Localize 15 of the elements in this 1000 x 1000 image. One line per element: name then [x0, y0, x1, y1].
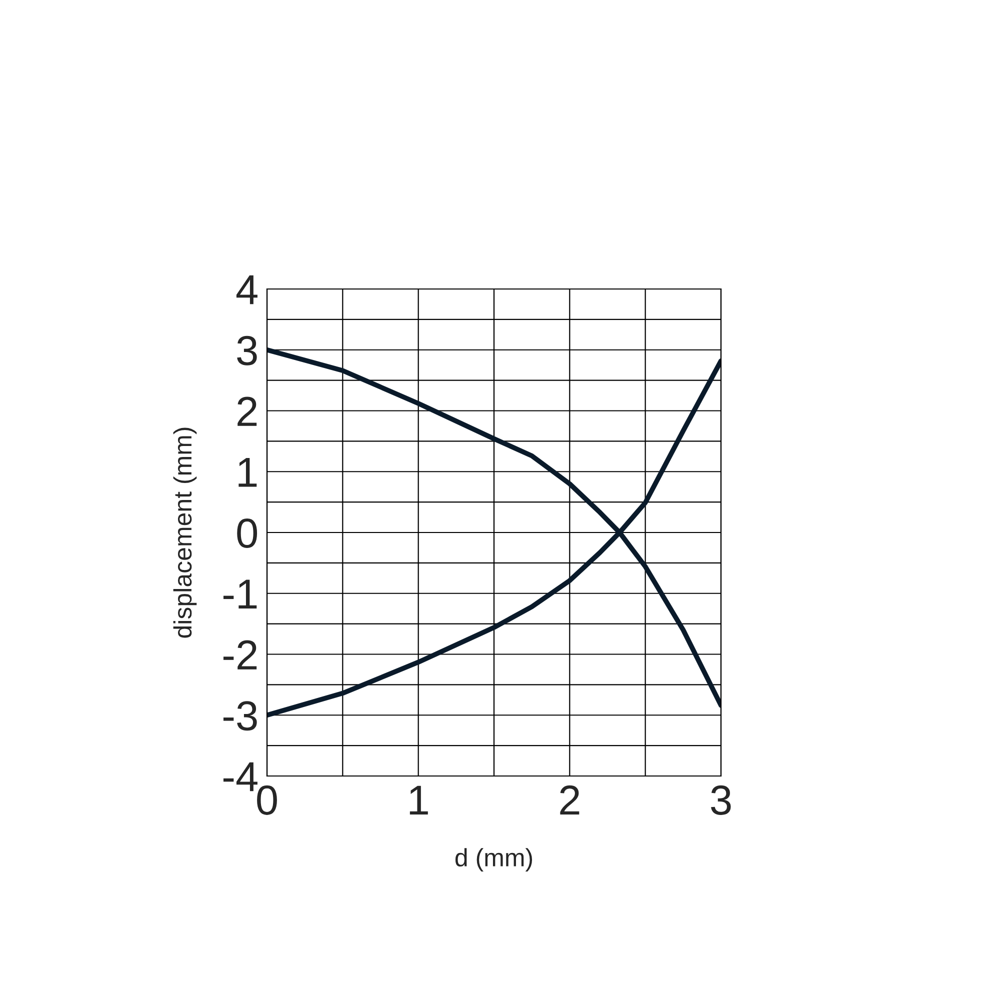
y-tick-label: -2: [223, 640, 257, 670]
x-axis-title: d (mm): [455, 848, 532, 872]
y-tick-label: -3: [223, 701, 257, 731]
y-tick-label: 3: [237, 336, 257, 366]
y-tick-label: 2: [238, 396, 257, 426]
x-tick-label: 2: [560, 785, 580, 815]
y-tick-label: 0: [237, 518, 258, 548]
y-axis-title: displacement (mm): [173, 428, 197, 638]
x-tick-label: 3: [711, 785, 731, 815]
y-tick-label: 4: [236, 275, 258, 304]
y-tick-label: -1: [223, 580, 257, 608]
y-tick-label: -4: [223, 762, 258, 792]
x-tick-label: 1: [410, 786, 428, 815]
x-tick-label: 0: [257, 785, 277, 815]
y-tick-label: 1: [238, 458, 257, 487]
